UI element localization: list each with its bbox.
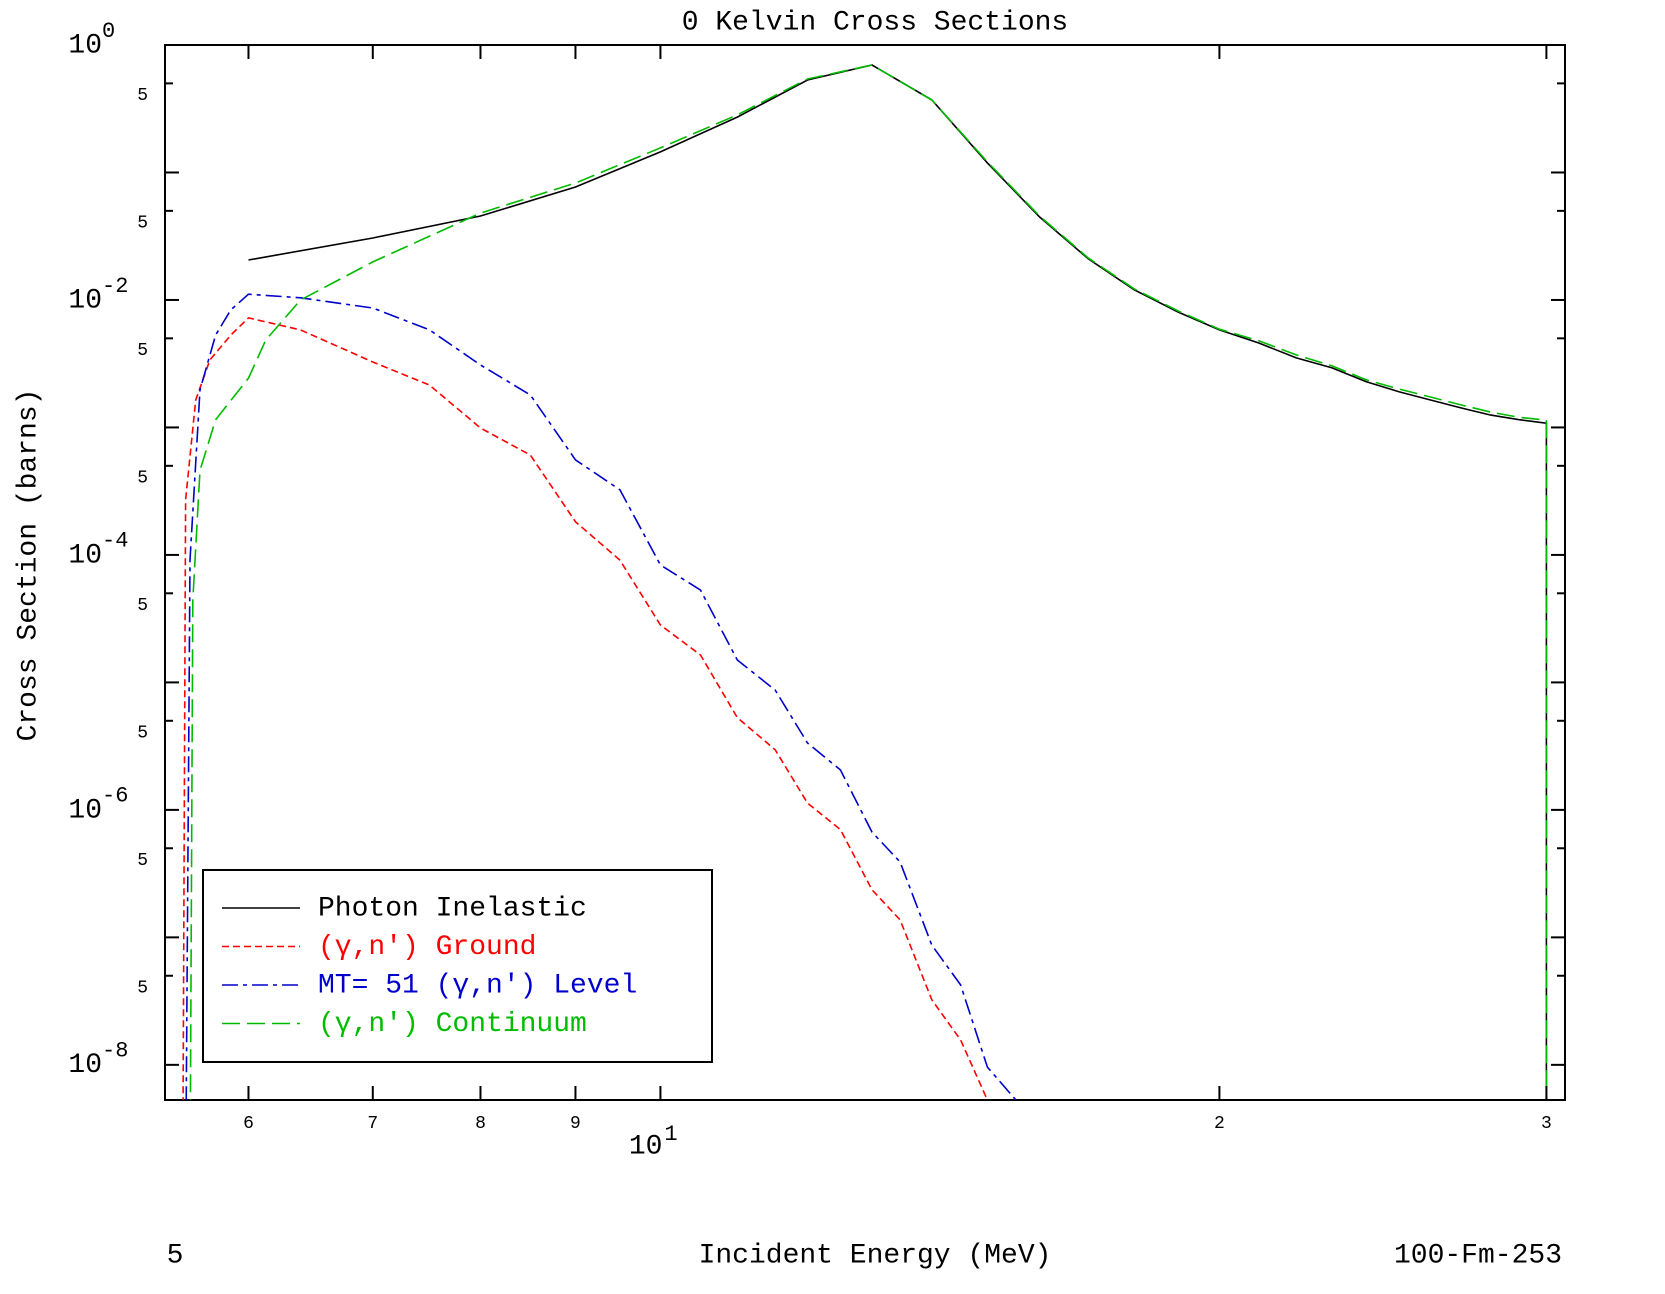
x-tick-label: 9 — [570, 1114, 581, 1134]
legend-box — [202, 869, 713, 1063]
y-tick-label: 5 — [137, 978, 148, 998]
series-line — [189, 64, 1548, 1100]
y-tick-exponent: -6 — [102, 784, 128, 809]
x-tick-label: 2 — [1214, 1114, 1225, 1134]
legend-label: Photon Inelastic — [318, 893, 587, 924]
y-tick-exponent: -4 — [102, 529, 128, 554]
corner-label: 100-Fm-253 — [1394, 1240, 1562, 1271]
y-tick-label: 5 — [137, 86, 148, 106]
x-tick-label: 3 — [1541, 1114, 1552, 1134]
x-tick-label: 6 — [243, 1114, 254, 1134]
y-tick-exponent: -8 — [102, 1039, 128, 1064]
y-tick-label: 10 — [68, 795, 102, 826]
y-tick-label: 5 — [137, 341, 148, 361]
plot-frame — [164, 44, 1566, 1101]
series-line — [248, 64, 1548, 1100]
y-tick-label: 10 — [68, 30, 102, 61]
legend-label: MT= 51 (γ,n′) Level — [318, 970, 637, 1001]
y-axis-label: Cross Section (barns) — [13, 389, 44, 742]
x-tick-label: 10 — [629, 1131, 663, 1162]
x-axis-label: Incident Energy (MeV) — [699, 1240, 1052, 1271]
x-tick-label: 7 — [367, 1114, 378, 1134]
y-tick-label: 5 — [137, 724, 148, 744]
series-line — [185, 293, 1017, 1100]
legend-label: (γ,n′) Ground — [318, 932, 536, 963]
y-tick-exponent: 0 — [102, 19, 115, 44]
y-tick-label: 10 — [68, 540, 102, 571]
corner-label: 5 — [167, 1240, 184, 1271]
y-tick-label: 5 — [137, 596, 148, 616]
y-tick-label: 5 — [137, 214, 148, 234]
series-line — [182, 317, 989, 1100]
y-tick-label: 10 — [68, 1050, 102, 1081]
y-tick-label: 5 — [137, 469, 148, 489]
chart-title: 0 Kelvin Cross Sections — [682, 7, 1068, 38]
x-tick-exponent: 1 — [664, 1122, 677, 1147]
plot-lines — [182, 64, 1548, 1100]
legend-label: (γ,n′) Continuum — [318, 1009, 587, 1040]
y-tick-label: 5 — [137, 851, 148, 871]
y-tick-label: 10 — [68, 285, 102, 316]
x-tick-label: 8 — [475, 1114, 486, 1134]
y-tick-exponent: -2 — [102, 274, 128, 299]
